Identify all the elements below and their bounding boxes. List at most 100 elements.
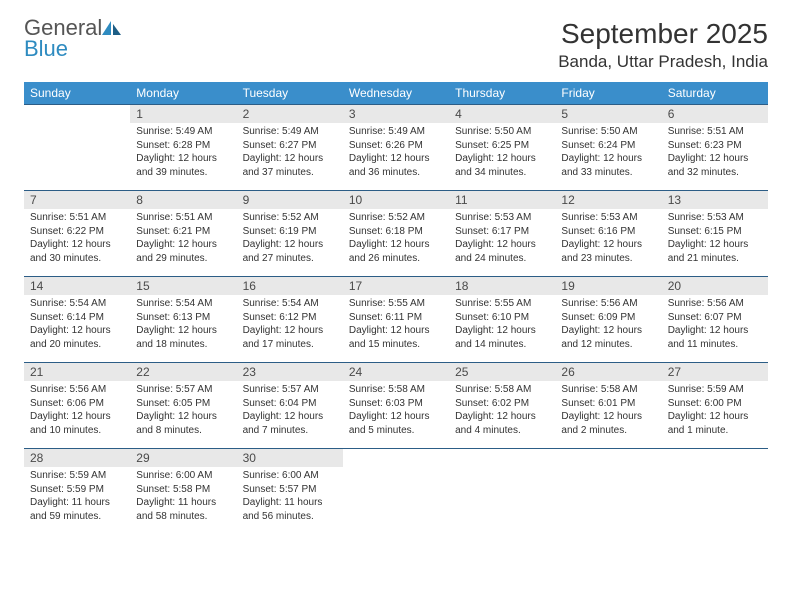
day-text: Sunrise: 5:53 AMSunset: 6:16 PMDaylight:…	[555, 209, 661, 269]
calendar-cell: 24Sunrise: 5:58 AMSunset: 6:03 PMDayligh…	[343, 363, 449, 449]
calendar-body: ..1Sunrise: 5:49 AMSunset: 6:28 PMDaylig…	[24, 105, 768, 535]
weekday-header-row: Sunday Monday Tuesday Wednesday Thursday…	[24, 82, 768, 105]
day-text: Sunrise: 5:56 AMSunset: 6:06 PMDaylight:…	[24, 381, 130, 441]
day-number: 4	[449, 105, 555, 123]
day-number: 29	[130, 449, 236, 467]
calendar-cell: 3Sunrise: 5:49 AMSunset: 6:26 PMDaylight…	[343, 105, 449, 191]
calendar-cell: 12Sunrise: 5:53 AMSunset: 6:16 PMDayligh…	[555, 191, 661, 277]
calendar-cell: 6Sunrise: 5:51 AMSunset: 6:23 PMDaylight…	[662, 105, 768, 191]
day-text: Sunrise: 5:53 AMSunset: 6:15 PMDaylight:…	[662, 209, 768, 269]
day-text: Sunrise: 5:59 AMSunset: 6:00 PMDaylight:…	[662, 381, 768, 441]
logo-word-blue: Blue	[24, 36, 68, 61]
day-number: 5	[555, 105, 661, 123]
header: General Blue September 2025 Banda, Uttar…	[24, 18, 768, 72]
day-text: Sunrise: 5:51 AMSunset: 6:21 PMDaylight:…	[130, 209, 236, 269]
day-number: 30	[237, 449, 343, 467]
calendar-cell: 17Sunrise: 5:55 AMSunset: 6:11 PMDayligh…	[343, 277, 449, 363]
day-text: Sunrise: 5:55 AMSunset: 6:10 PMDaylight:…	[449, 295, 555, 355]
day-text: Sunrise: 5:56 AMSunset: 6:07 PMDaylight:…	[662, 295, 768, 355]
day-text: Sunrise: 5:56 AMSunset: 6:09 PMDaylight:…	[555, 295, 661, 355]
day-number: 14	[24, 277, 130, 295]
day-number: 10	[343, 191, 449, 209]
calendar-cell: ..	[343, 449, 449, 535]
calendar-cell: 14Sunrise: 5:54 AMSunset: 6:14 PMDayligh…	[24, 277, 130, 363]
day-text: Sunrise: 5:54 AMSunset: 6:14 PMDaylight:…	[24, 295, 130, 355]
month-title: September 2025	[558, 18, 768, 50]
logo-sail-icon	[102, 15, 122, 40]
day-number: 8	[130, 191, 236, 209]
day-text: Sunrise: 5:51 AMSunset: 6:23 PMDaylight:…	[662, 123, 768, 183]
calendar-cell: 4Sunrise: 5:50 AMSunset: 6:25 PMDaylight…	[449, 105, 555, 191]
calendar-cell: ..	[24, 105, 130, 191]
day-text: Sunrise: 5:53 AMSunset: 6:17 PMDaylight:…	[449, 209, 555, 269]
calendar-cell: 21Sunrise: 5:56 AMSunset: 6:06 PMDayligh…	[24, 363, 130, 449]
calendar-cell: 1Sunrise: 5:49 AMSunset: 6:28 PMDaylight…	[130, 105, 236, 191]
day-text: Sunrise: 5:55 AMSunset: 6:11 PMDaylight:…	[343, 295, 449, 355]
calendar-cell: 19Sunrise: 5:56 AMSunset: 6:09 PMDayligh…	[555, 277, 661, 363]
weekday-header: Friday	[555, 82, 661, 105]
day-number: 1	[130, 105, 236, 123]
calendar-cell: ..	[555, 449, 661, 535]
day-text: Sunrise: 5:50 AMSunset: 6:25 PMDaylight:…	[449, 123, 555, 183]
day-number: 25	[449, 363, 555, 381]
day-number: 18	[449, 277, 555, 295]
calendar-cell: 7Sunrise: 5:51 AMSunset: 6:22 PMDaylight…	[24, 191, 130, 277]
day-text: Sunrise: 5:54 AMSunset: 6:13 PMDaylight:…	[130, 295, 236, 355]
day-text: Sunrise: 5:58 AMSunset: 6:03 PMDaylight:…	[343, 381, 449, 441]
day-text: Sunrise: 5:58 AMSunset: 6:01 PMDaylight:…	[555, 381, 661, 441]
day-number: 19	[555, 277, 661, 295]
calendar-cell: 10Sunrise: 5:52 AMSunset: 6:18 PMDayligh…	[343, 191, 449, 277]
day-text: Sunrise: 5:50 AMSunset: 6:24 PMDaylight:…	[555, 123, 661, 183]
calendar-row: 14Sunrise: 5:54 AMSunset: 6:14 PMDayligh…	[24, 277, 768, 363]
calendar-cell: ..	[449, 449, 555, 535]
day-number: 11	[449, 191, 555, 209]
calendar-cell: 26Sunrise: 5:58 AMSunset: 6:01 PMDayligh…	[555, 363, 661, 449]
logo: General Blue	[24, 18, 122, 60]
logo-text: General Blue	[24, 18, 122, 60]
day-number: 7	[24, 191, 130, 209]
calendar-cell: 16Sunrise: 5:54 AMSunset: 6:12 PMDayligh…	[237, 277, 343, 363]
calendar-cell: 25Sunrise: 5:58 AMSunset: 6:02 PMDayligh…	[449, 363, 555, 449]
day-number: 3	[343, 105, 449, 123]
calendar-cell: 15Sunrise: 5:54 AMSunset: 6:13 PMDayligh…	[130, 277, 236, 363]
day-text: Sunrise: 5:51 AMSunset: 6:22 PMDaylight:…	[24, 209, 130, 269]
weekday-header: Thursday	[449, 82, 555, 105]
calendar-cell: 11Sunrise: 5:53 AMSunset: 6:17 PMDayligh…	[449, 191, 555, 277]
calendar-row: ..1Sunrise: 5:49 AMSunset: 6:28 PMDaylig…	[24, 105, 768, 191]
calendar-cell: 22Sunrise: 5:57 AMSunset: 6:05 PMDayligh…	[130, 363, 236, 449]
day-number: 21	[24, 363, 130, 381]
day-number: 2	[237, 105, 343, 123]
weekday-header: Saturday	[662, 82, 768, 105]
day-text: Sunrise: 5:49 AMSunset: 6:27 PMDaylight:…	[237, 123, 343, 183]
weekday-header: Sunday	[24, 82, 130, 105]
day-number: 24	[343, 363, 449, 381]
day-number: 13	[662, 191, 768, 209]
day-number: 23	[237, 363, 343, 381]
day-text: Sunrise: 5:49 AMSunset: 6:26 PMDaylight:…	[343, 123, 449, 183]
location: Banda, Uttar Pradesh, India	[558, 52, 768, 72]
calendar-cell: ..	[662, 449, 768, 535]
calendar-cell: 27Sunrise: 5:59 AMSunset: 6:00 PMDayligh…	[662, 363, 768, 449]
day-number: 15	[130, 277, 236, 295]
day-text: Sunrise: 5:57 AMSunset: 6:05 PMDaylight:…	[130, 381, 236, 441]
weekday-header: Wednesday	[343, 82, 449, 105]
day-text: Sunrise: 5:54 AMSunset: 6:12 PMDaylight:…	[237, 295, 343, 355]
calendar-cell: 28Sunrise: 5:59 AMSunset: 5:59 PMDayligh…	[24, 449, 130, 535]
calendar-cell: 13Sunrise: 5:53 AMSunset: 6:15 PMDayligh…	[662, 191, 768, 277]
calendar-cell: 30Sunrise: 6:00 AMSunset: 5:57 PMDayligh…	[237, 449, 343, 535]
day-number: 20	[662, 277, 768, 295]
day-number: 12	[555, 191, 661, 209]
calendar-cell: 9Sunrise: 5:52 AMSunset: 6:19 PMDaylight…	[237, 191, 343, 277]
calendar-cell: 5Sunrise: 5:50 AMSunset: 6:24 PMDaylight…	[555, 105, 661, 191]
weekday-header: Tuesday	[237, 82, 343, 105]
day-number: 6	[662, 105, 768, 123]
day-number: 9	[237, 191, 343, 209]
day-number: 26	[555, 363, 661, 381]
day-number: 28	[24, 449, 130, 467]
day-text: Sunrise: 5:52 AMSunset: 6:19 PMDaylight:…	[237, 209, 343, 269]
weekday-header: Monday	[130, 82, 236, 105]
day-number: 16	[237, 277, 343, 295]
title-block: September 2025 Banda, Uttar Pradesh, Ind…	[558, 18, 768, 72]
calendar-row: 21Sunrise: 5:56 AMSunset: 6:06 PMDayligh…	[24, 363, 768, 449]
day-text: Sunrise: 5:58 AMSunset: 6:02 PMDaylight:…	[449, 381, 555, 441]
